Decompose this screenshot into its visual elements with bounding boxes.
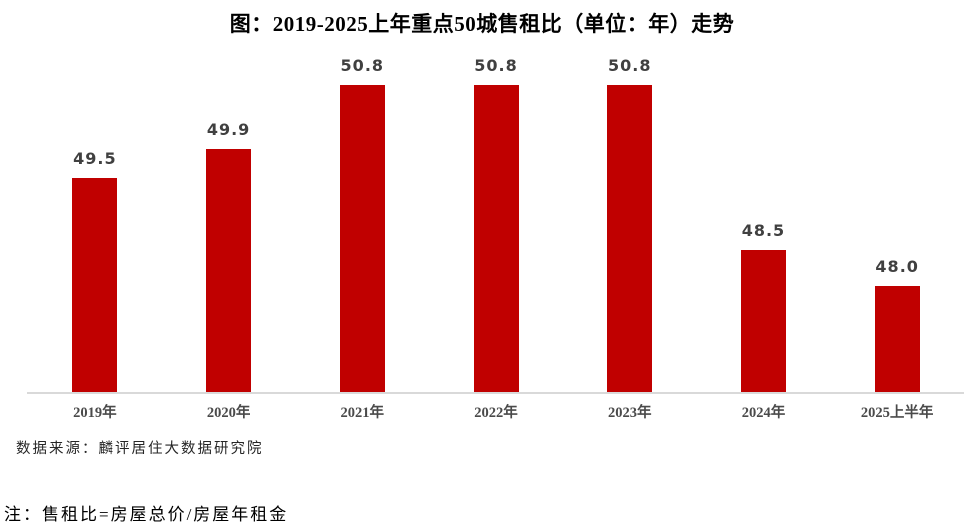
x-tick-label: 2020年 <box>206 405 251 421</box>
bar <box>206 149 252 393</box>
footnote: 注：售租比=房屋总价/房屋年租金 <box>4 505 289 524</box>
x-tick-label: 2023年 <box>607 405 652 421</box>
bar-value-label: 49.5 <box>73 149 117 168</box>
bar-value-label: 48.0 <box>875 257 919 276</box>
bar <box>473 85 519 393</box>
bar <box>339 85 385 393</box>
bar <box>607 85 653 393</box>
x-tick-label: 2024年 <box>741 405 786 421</box>
x-axis-labels: 2019年 2020年 2021年 2022年 2023年 2024年 2025上半年 <box>28 401 964 422</box>
x-tick-label: 2025上半年 <box>860 405 934 421</box>
bar-value-label: 48.5 <box>741 221 786 240</box>
x-tick-label: 2019年 <box>73 405 117 421</box>
x-axis-baseline <box>27 392 964 394</box>
bar <box>740 250 786 393</box>
bar <box>874 286 920 393</box>
bar-group: 49.9 <box>162 50 296 393</box>
bar-plot-area: 49.5 49.9 50.8 50.8 50.8 48.5 48.0 <box>28 50 964 393</box>
data-source-note: 数据来源：麟评居住大数据研究院 <box>16 441 264 457</box>
x-tick-label: 2021年 <box>340 405 385 421</box>
bar-group: 48.5 <box>697 50 831 393</box>
bar-value-label: 50.8 <box>607 56 652 75</box>
bar-value-label: 50.8 <box>340 56 385 75</box>
bar-group: 50.8 <box>429 50 563 393</box>
chart-title: 图：2019-2025上年重点50城售租比（单位：年）走势 <box>229 12 735 36</box>
bar-group: 50.8 <box>295 50 429 393</box>
bar-group: 50.8 <box>563 50 697 393</box>
bar-group: 48.0 <box>830 50 964 393</box>
bar-value-label: 49.9 <box>206 120 251 139</box>
bar-group: 49.5 <box>28 50 162 393</box>
bar <box>72 178 118 393</box>
x-tick-label: 2022年 <box>474 405 518 421</box>
bar-value-label: 50.8 <box>474 56 518 75</box>
